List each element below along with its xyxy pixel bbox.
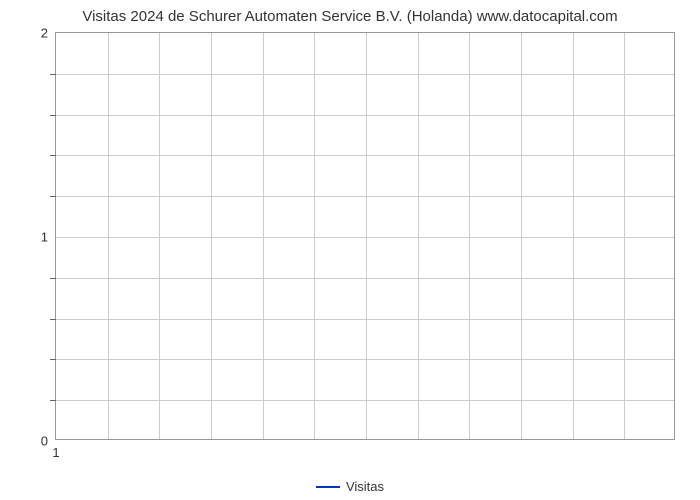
gridline-v bbox=[159, 33, 160, 439]
gridline-h-minor bbox=[56, 359, 674, 360]
legend-line-icon bbox=[316, 486, 340, 488]
gridline-v bbox=[469, 33, 470, 439]
gridline-h-minor bbox=[56, 155, 674, 156]
gridline-v bbox=[263, 33, 264, 439]
chart-title: Visitas 2024 de Schurer Automaten Servic… bbox=[0, 8, 700, 25]
gridline-h-minor bbox=[56, 319, 674, 320]
y-minor-tick bbox=[50, 196, 56, 197]
y-minor-tick bbox=[50, 319, 56, 320]
y-tick-label: 0 bbox=[41, 434, 48, 449]
y-minor-tick bbox=[50, 115, 56, 116]
chart-container: Visitas 2024 de Schurer Automaten Servic… bbox=[0, 0, 700, 500]
gridline-v bbox=[211, 33, 212, 439]
gridline-v bbox=[314, 33, 315, 439]
y-minor-tick bbox=[50, 359, 56, 360]
gridline-v bbox=[573, 33, 574, 439]
y-minor-tick bbox=[50, 155, 56, 156]
gridline-h-minor bbox=[56, 278, 674, 279]
gridline-v bbox=[418, 33, 419, 439]
gridline-v bbox=[366, 33, 367, 439]
y-minor-tick bbox=[50, 74, 56, 75]
gridline-h-minor bbox=[56, 74, 674, 75]
legend-label: Visitas bbox=[346, 479, 384, 494]
plot-area: 0121 bbox=[55, 32, 675, 440]
x-tick-label: 1 bbox=[52, 445, 59, 460]
y-tick-label: 1 bbox=[41, 230, 48, 245]
y-minor-tick bbox=[50, 278, 56, 279]
gridline-h-minor bbox=[56, 115, 674, 116]
legend: Visitas bbox=[0, 479, 700, 494]
gridline-v bbox=[521, 33, 522, 439]
y-minor-tick bbox=[50, 400, 56, 401]
gridline-h-minor bbox=[56, 400, 674, 401]
gridline-v bbox=[624, 33, 625, 439]
gridline-h-minor bbox=[56, 196, 674, 197]
y-tick-label: 2 bbox=[41, 26, 48, 41]
gridline-h bbox=[56, 237, 674, 238]
gridline-v bbox=[108, 33, 109, 439]
